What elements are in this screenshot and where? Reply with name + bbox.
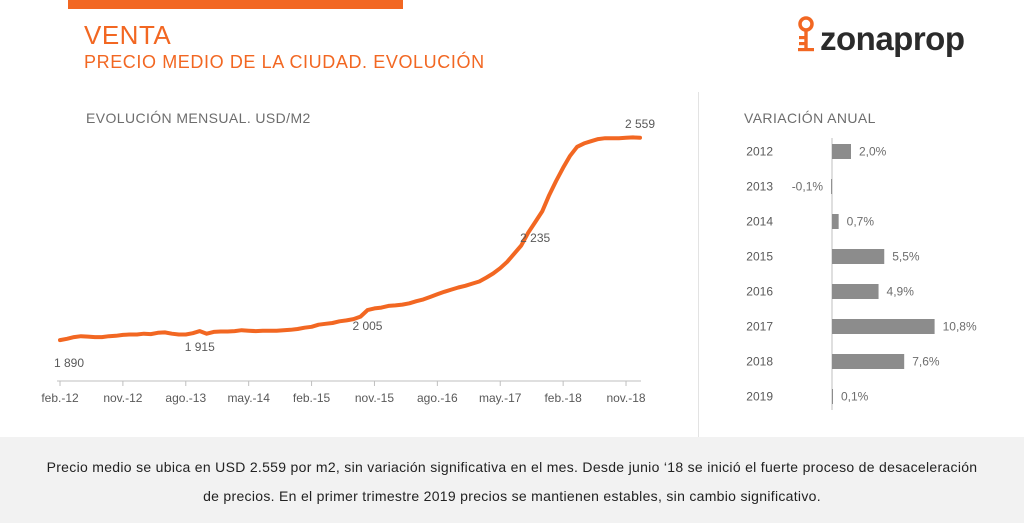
top-accent-bar <box>68 0 403 9</box>
bar <box>832 284 879 299</box>
panel-divider <box>698 92 699 437</box>
data-label: 1 890 <box>54 356 84 370</box>
bar-value-label: 4,9% <box>887 285 915 299</box>
bar-value-label: 0,7% <box>847 215 875 229</box>
x-tick-label: may.-17 <box>479 391 522 405</box>
brand-logo: zonaprop <box>796 14 996 64</box>
key-icon <box>798 16 814 52</box>
bar-chart: 2012 2,0% 2013 -0,1% 2014 0,7% 2015 5,5% 2016 4,9… <box>746 138 977 410</box>
x-tick-label: feb.-15 <box>293 391 331 405</box>
category-label: 2018 <box>746 355 773 369</box>
bar <box>832 319 935 334</box>
page-title: VENTA <box>84 20 172 50</box>
page-subtitle: PRECIO MEDIO DE LA CIUDAD. EVOLUCIÓN <box>84 52 485 72</box>
footer-panel: Precio medio se ubica en USD 2.559 por m… <box>0 437 1024 523</box>
x-tick-label: ago.-13 <box>165 391 206 405</box>
bar <box>832 144 851 159</box>
bar <box>831 179 833 194</box>
data-label: 2 235 <box>520 231 550 245</box>
bar-value-label: 7,6% <box>912 355 940 369</box>
data-label: 2 559 <box>625 117 655 131</box>
category-label: 2016 <box>746 285 773 299</box>
data-label: 1 915 <box>185 340 215 354</box>
price-series-line <box>58 135 642 343</box>
x-tick-label: nov.-15 <box>355 391 394 405</box>
x-tick-label: may.-14 <box>227 391 270 405</box>
bar-value-label: 5,5% <box>892 250 920 264</box>
category-label: 2014 <box>746 215 773 229</box>
footer-text-line-2: de precios. En el primer trimestre 2019 … <box>203 488 821 504</box>
bar <box>832 354 905 369</box>
bar-chart-title: VARIACIÓN ANUAL <box>744 110 876 126</box>
x-tick-label: nov.-12 <box>103 391 142 405</box>
category-label: 2019 <box>746 390 773 404</box>
x-tick-label: nov.-18 <box>606 391 645 405</box>
bar-value-label: 10,8% <box>943 320 977 334</box>
bar <box>832 389 833 404</box>
line-chart-title: EVOLUCIÓN MENSUAL. USD/M2 <box>86 110 311 126</box>
x-tick-label: feb.-18 <box>544 391 582 405</box>
line-chart: feb.-12 nov.-12 ago.-13 may.-14 feb.-15 nov.-… <box>41 117 655 405</box>
x-tick-label: feb.-12 <box>41 391 79 405</box>
category-label: 2015 <box>746 250 773 264</box>
bar <box>832 249 885 264</box>
category-label: 2012 <box>746 145 773 159</box>
x-tick-label: ago.-16 <box>417 391 458 405</box>
category-label: 2017 <box>746 320 773 334</box>
bar <box>832 214 839 229</box>
bar-value-label: 2,0% <box>859 145 887 159</box>
bar-value-label: 0,1% <box>841 390 869 404</box>
bar-value-label: -0,1% <box>792 180 824 194</box>
data-label: 2 005 <box>352 319 382 333</box>
brand-logo-text: zonaprop <box>820 20 965 57</box>
category-label: 2013 <box>746 180 773 194</box>
footer-text-line-1: Precio medio se ubica en USD 2.559 por m… <box>46 459 978 475</box>
